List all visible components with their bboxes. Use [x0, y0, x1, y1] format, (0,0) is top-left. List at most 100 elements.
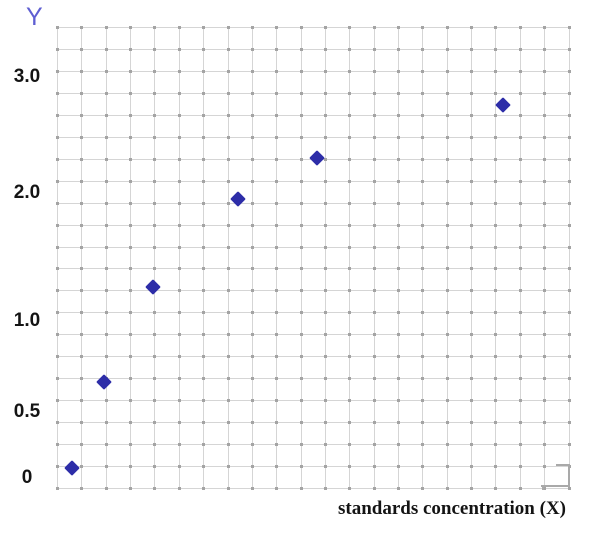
grid-intersection-dot: [470, 92, 473, 95]
grid-intersection-dot: [129, 26, 132, 29]
grid-intersection-dot: [251, 333, 254, 336]
grid-intersection-dot: [129, 267, 132, 270]
grid-intersection-dot: [300, 443, 303, 446]
grid-line-horizontal: [57, 71, 569, 72]
grid-line-vertical: [130, 27, 131, 488]
grid-intersection-dot: [153, 70, 156, 73]
grid-intersection-dot: [446, 246, 449, 249]
grid-line-vertical: [398, 27, 399, 488]
grid-intersection-dot: [519, 180, 522, 183]
grid-intersection-dot: [275, 311, 278, 314]
grid-intersection-dot: [227, 355, 230, 358]
grid-intersection-dot: [348, 465, 351, 468]
grid-intersection-dot: [227, 70, 230, 73]
grid-intersection-dot: [153, 355, 156, 358]
grid-intersection-dot: [153, 92, 156, 95]
grid-intersection-dot: [251, 289, 254, 292]
grid-intersection-dot: [543, 487, 546, 490]
grid-intersection-dot: [275, 48, 278, 51]
grid-intersection-dot: [543, 443, 546, 446]
grid-line-vertical: [520, 27, 521, 488]
grid-intersection-dot: [373, 246, 376, 249]
grid-intersection-dot: [129, 377, 132, 380]
grid-intersection-dot: [543, 180, 546, 183]
grid-intersection-dot: [543, 399, 546, 402]
grid-intersection-dot: [202, 333, 205, 336]
grid-intersection-dot: [446, 114, 449, 117]
grid-intersection-dot: [470, 224, 473, 227]
grid-intersection-dot: [129, 487, 132, 490]
grid-intersection-dot: [421, 289, 424, 292]
grid-intersection-dot: [348, 136, 351, 139]
grid-intersection-dot: [421, 311, 424, 314]
grid-intersection-dot: [251, 246, 254, 249]
grid-intersection-dot: [300, 399, 303, 402]
grid-intersection-dot: [178, 465, 181, 468]
grid-intersection-dot: [202, 421, 205, 424]
grid-intersection-dot: [494, 333, 497, 336]
grid-intersection-dot: [80, 114, 83, 117]
grid-intersection-dot: [153, 333, 156, 336]
grid-intersection-dot: [80, 377, 83, 380]
grid-intersection-dot: [397, 421, 400, 424]
grid-intersection-dot: [105, 421, 108, 424]
grid-intersection-dot: [568, 158, 571, 161]
grid-intersection-dot: [373, 114, 376, 117]
grid-intersection-dot: [568, 114, 571, 117]
grid-intersection-dot: [494, 92, 497, 95]
grid-intersection-dot: [568, 70, 571, 73]
grid-intersection-dot: [275, 224, 278, 227]
grid-intersection-dot: [348, 267, 351, 270]
grid-intersection-dot: [373, 377, 376, 380]
grid-line-vertical: [374, 27, 375, 488]
grid-intersection-dot: [543, 224, 546, 227]
grid-intersection-dot: [251, 399, 254, 402]
grid-intersection-dot: [105, 70, 108, 73]
grid-intersection-dot: [105, 180, 108, 183]
grid-intersection-dot: [129, 158, 132, 161]
grid-intersection-dot: [494, 311, 497, 314]
grid-intersection-dot: [446, 136, 449, 139]
grid-intersection-dot: [56, 224, 59, 227]
grid-line-horizontal: [57, 466, 569, 467]
grid-intersection-dot: [56, 333, 59, 336]
grid-intersection-dot: [543, 311, 546, 314]
grid-intersection-dot: [470, 333, 473, 336]
grid-intersection-dot: [397, 136, 400, 139]
grid-intersection-dot: [202, 377, 205, 380]
grid-line-vertical: [569, 27, 570, 488]
grid-intersection-dot: [300, 114, 303, 117]
y-tick-label: 0: [21, 467, 33, 488]
corner-mark-segment: [542, 487, 544, 490]
grid-intersection-dot: [543, 333, 546, 336]
grid-intersection-dot: [470, 289, 473, 292]
grid-intersection-dot: [446, 355, 449, 358]
grid-intersection-dot: [300, 136, 303, 139]
grid-intersection-dot: [543, 267, 546, 270]
grid-intersection-dot: [275, 377, 278, 380]
grid-intersection-dot: [275, 26, 278, 29]
grid-intersection-dot: [494, 443, 497, 446]
grid-intersection-dot: [300, 333, 303, 336]
grid-intersection-dot: [153, 443, 156, 446]
grid-intersection-dot: [446, 421, 449, 424]
grid-line-horizontal: [57, 356, 569, 357]
grid-intersection-dot: [178, 311, 181, 314]
grid-intersection-dot: [543, 289, 546, 292]
grid-intersection-dot: [373, 202, 376, 205]
grid-intersection-dot: [324, 26, 327, 29]
grid-intersection-dot: [251, 48, 254, 51]
grid-intersection-dot: [300, 267, 303, 270]
grid-intersection-dot: [202, 443, 205, 446]
grid-intersection-dot: [178, 136, 181, 139]
grid-intersection-dot: [348, 70, 351, 73]
grid-intersection-dot: [543, 158, 546, 161]
grid-intersection-dot: [80, 465, 83, 468]
grid-intersection-dot: [202, 48, 205, 51]
grid-intersection-dot: [153, 267, 156, 270]
grid-intersection-dot: [80, 180, 83, 183]
grid-intersection-dot: [129, 180, 132, 183]
grid-line-horizontal: [57, 334, 569, 335]
grid-intersection-dot: [373, 399, 376, 402]
grid-line-vertical: [203, 27, 204, 488]
